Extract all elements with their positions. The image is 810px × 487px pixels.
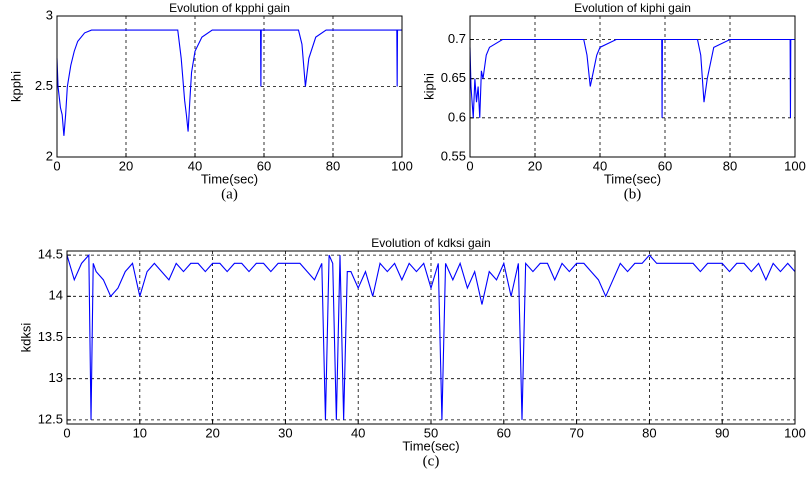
y-tick-label: 2.5 [35, 78, 53, 93]
y-tick-label: 0.7 [448, 31, 466, 46]
y-tick-label: 3 [46, 7, 53, 22]
axes-frame [469, 15, 796, 158]
x-tick-label: 90 [715, 425, 729, 440]
x-tick-label: 20 [119, 158, 133, 173]
y-tick-label: 12.5 [38, 411, 63, 426]
y-tick-label: 0.65 [441, 70, 466, 85]
x-tick-label: 20 [528, 158, 542, 173]
x-tick-label: 0 [53, 158, 60, 173]
y-tick-label: 14.5 [38, 247, 63, 262]
x-tick-label: 20 [205, 425, 219, 440]
plot-area [57, 16, 402, 157]
x-axis-label: Time(sec) [604, 171, 661, 186]
x-tick-label: 100 [784, 425, 806, 440]
x-tick-label: 80 [642, 425, 656, 440]
y-tick-label: 0.6 [448, 109, 466, 124]
x-axis-label: Time(sec) [402, 438, 459, 453]
x-tick-label: 40 [593, 158, 607, 173]
x-tick-label: 30 [278, 425, 292, 440]
y-tick-label: 13 [49, 370, 63, 385]
x-tick-label: 60 [658, 158, 672, 173]
y-tick-label: 0.55 [441, 148, 466, 163]
y-axis-label: kiphi [421, 73, 436, 100]
chart-title: Evolution of kiphi gain [574, 1, 691, 15]
caption: (a) [221, 186, 238, 202]
x-tick-label: 40 [351, 425, 365, 440]
caption: (c) [423, 453, 440, 469]
caption: (b) [624, 186, 642, 202]
axes-frame [66, 250, 796, 425]
data-line [56, 29, 402, 136]
x-tick-label: 10 [133, 425, 147, 440]
x-tick-label: 60 [257, 158, 271, 173]
y-tick-label: 2 [46, 148, 53, 163]
x-tick-label: 50 [424, 425, 438, 440]
x-tick-label: 40 [188, 158, 202, 173]
chart-title: Evolution of kpphi gain [169, 1, 290, 15]
axes-frame [56, 15, 403, 158]
x-tick-label: 0 [466, 158, 473, 173]
data-line [469, 38, 795, 118]
x-tick-label: 80 [326, 158, 340, 173]
x-tick-label: 80 [723, 158, 737, 173]
data-line [66, 253, 796, 420]
y-axis-label: kpphi [8, 71, 23, 102]
plot-area [470, 16, 795, 157]
y-tick-label: 14 [49, 288, 63, 303]
x-tick-label: 0 [63, 425, 70, 440]
y-tick-label: 13.5 [38, 329, 63, 344]
x-tick-label: 70 [569, 425, 583, 440]
x-axis-label: Time(sec) [201, 171, 258, 186]
x-tick-label: 60 [497, 425, 511, 440]
x-tick-label: 100 [784, 158, 806, 173]
chart-title: Evolution of kdksi gain [371, 236, 490, 250]
x-tick-label: 100 [391, 158, 413, 173]
y-axis-label: kdksi [18, 323, 33, 353]
